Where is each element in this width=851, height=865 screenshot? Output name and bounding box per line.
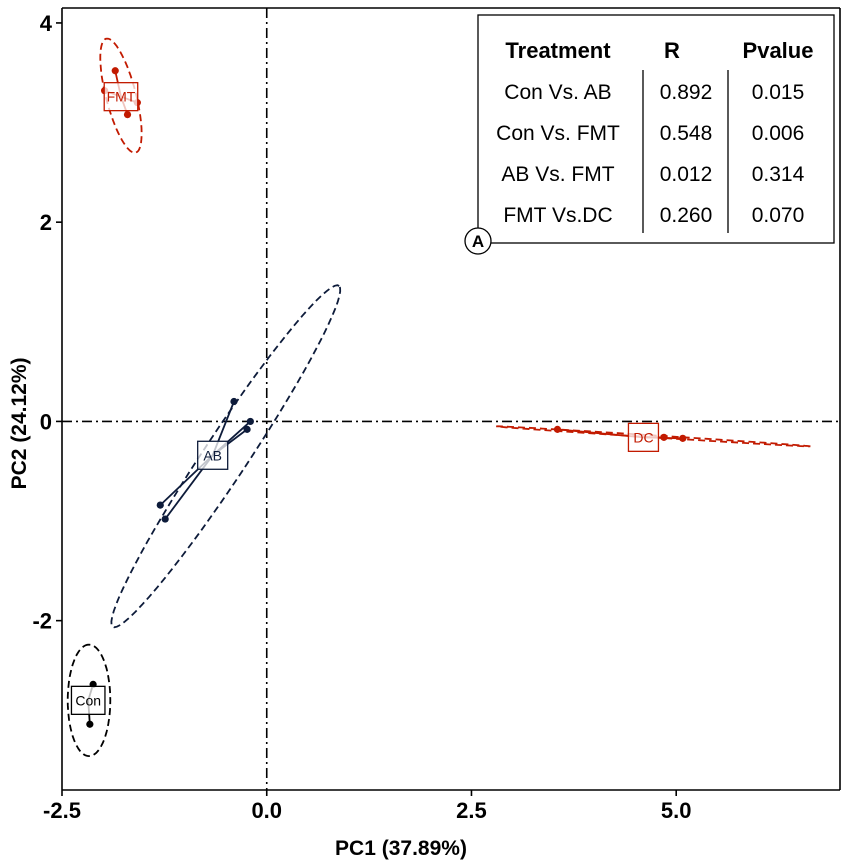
y-axis-title: PC2 (24.12%): [8, 357, 31, 489]
group-label-fmt: FMT: [107, 89, 136, 105]
table-cell: Con Vs. FMT: [496, 122, 620, 145]
table-cell: 0.015: [752, 81, 805, 104]
table-header: R: [664, 38, 680, 63]
table-cell: Con Vs. AB: [504, 81, 611, 104]
confidence-ellipse-fmt: [99, 37, 143, 154]
confidence-ellipse-ab: [110, 284, 342, 629]
x-tick-label: 0.0: [251, 798, 282, 823]
axes: -2.5 0.0 2.5 5.0 -2 0 2 4 PC1 (37.89%) PC2 (24.12…: [8, 7, 841, 860]
x-axis-title: PC1 (37.89%): [335, 837, 467, 860]
confidence-ellipse-con: [66, 643, 112, 758]
table-cell: 0.548: [660, 122, 713, 145]
group-ab: AB: [110, 284, 342, 629]
data-point: [660, 433, 668, 441]
data-point: [679, 434, 687, 442]
data-point: [123, 110, 132, 119]
data-point: [156, 501, 164, 509]
x-tick-label: 2.5: [456, 798, 487, 823]
centroid-box: [627, 422, 660, 453]
data-point: [553, 425, 562, 433]
table-cell: 0.012: [660, 163, 713, 186]
confidence-ellipse-dc: [496, 425, 811, 448]
data-point: [111, 67, 119, 75]
group-fmt: FMT: [99, 37, 143, 154]
data-point: [246, 417, 254, 426]
data-point: [161, 515, 169, 523]
table-cell: FMT Vs.DC: [503, 204, 612, 227]
panel-label: A: [472, 232, 484, 251]
group-con: Con: [66, 643, 112, 758]
x-tick-label: 5.0: [661, 798, 692, 823]
table-cell: 0.260: [660, 204, 713, 227]
table-header: Pvalue: [743, 38, 814, 63]
data-point: [86, 720, 94, 728]
table-cell: 0.892: [660, 81, 713, 104]
x-tick-label: -2.5: [43, 798, 81, 823]
group-label-dc: DC: [633, 429, 653, 445]
table-cell: 0.314: [752, 163, 805, 186]
table-cell: 0.070: [752, 204, 805, 227]
y-tick-label: 2: [40, 210, 52, 235]
table-header: Treatment: [505, 38, 611, 63]
panel-label-badge: [464, 227, 492, 255]
centroid-box: [103, 82, 139, 112]
centroid-box: [70, 685, 106, 715]
plot-area: FMT AB Con DC: [62, 8, 840, 790]
centroid-box: [197, 440, 229, 470]
table-cell: 0.006: [752, 122, 805, 145]
y-tick-label: -2: [32, 609, 52, 634]
data-point: [243, 425, 251, 433]
table-frame: [477, 14, 835, 244]
group-dc: DC: [496, 422, 811, 453]
group-label-con: Con: [75, 692, 101, 708]
y-tick-label: 4: [40, 11, 53, 36]
data-point: [230, 397, 238, 406]
y-tick-label: 0: [40, 409, 52, 434]
table-cell: AB Vs. FMT: [501, 163, 614, 186]
group-label-ab: AB: [203, 447, 222, 463]
stats-table: Treatment R Pvalue Con Vs. AB 0.892 0.015 Con …: [464, 14, 835, 255]
